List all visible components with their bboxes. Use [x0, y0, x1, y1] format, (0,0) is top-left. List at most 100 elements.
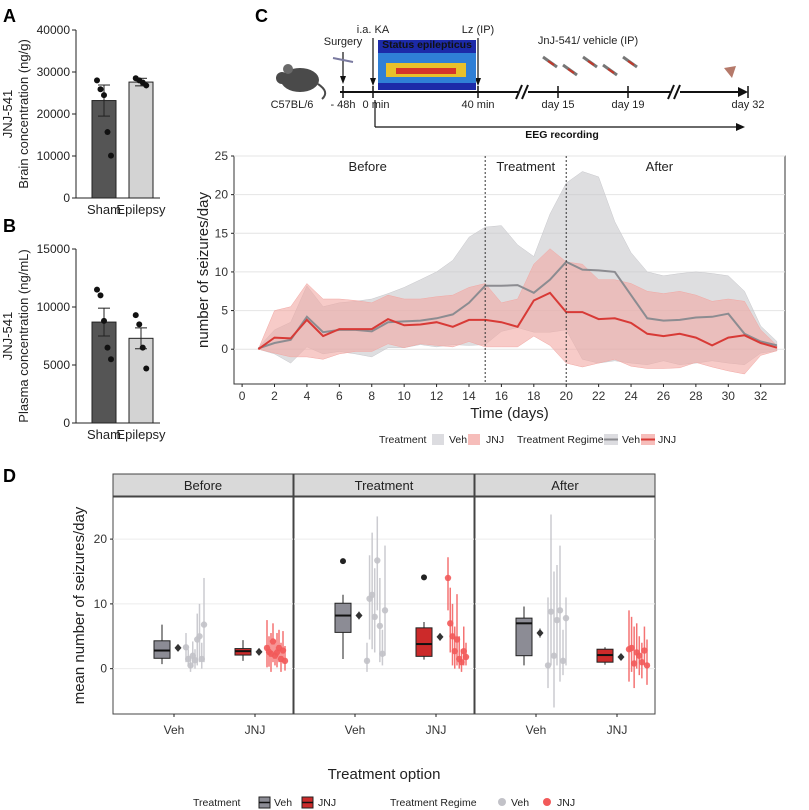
syringe-injection-icon — [547, 60, 555, 66]
animal-point-veh — [200, 621, 208, 628]
jnj-vehicle-label: JnJ-541/ vehicle (IP) — [538, 35, 638, 47]
facet-strip-treatment — [293, 473, 475, 497]
line-chart-x-tick-label: 24 — [624, 389, 638, 403]
legend-regime-title: Treatment Regime — [517, 434, 604, 446]
mean-diamond-veh — [174, 643, 182, 652]
syringe-injection-icon — [587, 60, 595, 66]
panel-a-bar-epilepsy — [128, 81, 154, 199]
facet-x-tick-label: Veh — [345, 723, 366, 737]
legend-swatch-veh — [432, 434, 444, 445]
box-legend-regime-label-jnj: JNJ — [557, 797, 575, 809]
phase-label-before: Before — [349, 159, 387, 174]
syringe-injection-icon — [607, 68, 615, 74]
panel-b-y-tick-label: 15000 — [37, 242, 71, 256]
panel-b-y-tick-label: 5000 — [43, 358, 70, 372]
line-chart-x-tick-label: 12 — [430, 389, 444, 403]
eeg-arrowhead — [736, 123, 745, 131]
animal-point-veh — [371, 613, 378, 621]
mouse-strain-label: C57BL/6 — [271, 99, 314, 111]
animal-point-veh — [196, 633, 203, 640]
box-veh — [515, 617, 533, 657]
panel-b-data-point — [94, 286, 100, 293]
panel-a-bar-sham — [91, 100, 117, 199]
box-legend-treatment-title: Treatment — [193, 797, 241, 809]
animal-point-jnj — [630, 660, 638, 667]
animal-point-jnj — [462, 653, 470, 661]
mean-diamond-jnj — [436, 632, 444, 641]
time-0-label: 0 min — [363, 99, 390, 111]
animal-point-veh — [368, 591, 376, 599]
panel-b-data-point — [97, 292, 104, 299]
syringe-icon — [332, 57, 354, 63]
line-chart-y-tick-label: 0 — [221, 342, 228, 356]
end-marker-icon — [724, 66, 736, 78]
panel-a-y-tick-label: 20000 — [37, 107, 71, 121]
legend-treatment-title: Treatment — [379, 434, 427, 446]
phase-label-treatment: Treatment — [496, 159, 555, 174]
animal-point-veh — [376, 622, 384, 630]
animal-point-jnj — [638, 658, 646, 666]
line-chart-x-tick-label: 20 — [560, 389, 574, 403]
panel-b-bar-epilepsy — [128, 337, 154, 424]
box-legend-regime-label-veh: Veh — [511, 797, 529, 809]
legend-swatch-jnj — [468, 434, 480, 445]
panel-b-data-point — [143, 365, 150, 372]
animal-point-jnj — [628, 644, 635, 652]
surgery-arrowhead — [340, 76, 346, 84]
mouse-body-icon — [281, 68, 319, 92]
animal-point-veh — [550, 652, 558, 659]
mouse-tail-icon — [317, 83, 327, 100]
facet-x-tick-label: JNJ — [245, 723, 266, 737]
legend-label-veh: Veh — [449, 434, 467, 446]
line-chart-x-tick-label: 32 — [754, 389, 768, 403]
box-x-axis-label: Treatment option — [328, 766, 441, 783]
panel-a-x-tick-label: Epilepsy — [116, 202, 166, 217]
facet-panel-before — [112, 496, 294, 715]
line-chart-x-tick-label: 28 — [689, 389, 703, 403]
box-y-tick-label: 0 — [100, 662, 107, 676]
animal-point-veh — [379, 650, 386, 657]
animal-point-veh — [556, 607, 564, 614]
panel-letter-d: D — [3, 466, 16, 486]
mean-diamond-veh — [355, 611, 363, 620]
line-chart-x-tick-label: 4 — [304, 389, 311, 403]
line-chart-y-axis-label: number of seizures/day — [195, 192, 212, 348]
line-chart-x-axis-label: Time (days) — [470, 405, 549, 422]
facet-panel-treatment — [293, 496, 475, 715]
line-chart-x-tick-label: 16 — [495, 389, 509, 403]
mouse-ear-icon — [283, 64, 293, 74]
box-legend-label-jnj: JNJ — [318, 797, 336, 809]
ribbon-jnj — [257, 248, 778, 375]
panel-a-data-point — [108, 152, 114, 159]
day19-label: day 19 — [611, 99, 644, 111]
legend-label-jnj: JNJ — [486, 434, 504, 446]
panel-a-data-point — [94, 77, 100, 84]
ia-ka-label: i.a. KA — [357, 24, 390, 36]
animal-point-jnj — [281, 657, 289, 665]
mean-diamond-jnj — [255, 647, 263, 656]
panel-letter-b: B — [3, 216, 16, 236]
line-chart-y-tick-label: 5 — [221, 304, 228, 318]
facet-strip-after — [474, 473, 656, 497]
line-chart-y-tick-label: 15 — [215, 226, 229, 240]
panel-b-data-point — [132, 312, 139, 319]
line-chart-y-tick-label: 25 — [215, 149, 229, 163]
line-chart-x-tick-label: 0 — [239, 389, 246, 403]
syringe-injection-icon — [567, 68, 575, 74]
panel-letter-a: A — [3, 6, 16, 26]
lz-label: Lz (IP) — [462, 24, 494, 36]
panel-a-y-tick-label: 30000 — [37, 65, 71, 79]
box-legend-label-veh: Veh — [274, 797, 292, 809]
box-y-tick-label: 10 — [94, 597, 108, 611]
facet-x-tick-label: JNJ — [426, 723, 447, 737]
line-chart-x-tick-label: 6 — [336, 389, 343, 403]
box-legend-regime-title: Treatment Regime — [390, 797, 477, 809]
legend-regime-label-jnj: JNJ — [658, 434, 676, 446]
line-chart-x-tick-label: 10 — [397, 389, 411, 403]
line-chart-y-tick-label: 20 — [215, 188, 229, 202]
line-chart-x-tick-label: 26 — [657, 389, 671, 403]
panel-b-data-point — [108, 356, 114, 363]
facet-label-treatment: Treatment — [355, 478, 414, 493]
eeg-recording-label: EEG recording — [525, 129, 599, 141]
